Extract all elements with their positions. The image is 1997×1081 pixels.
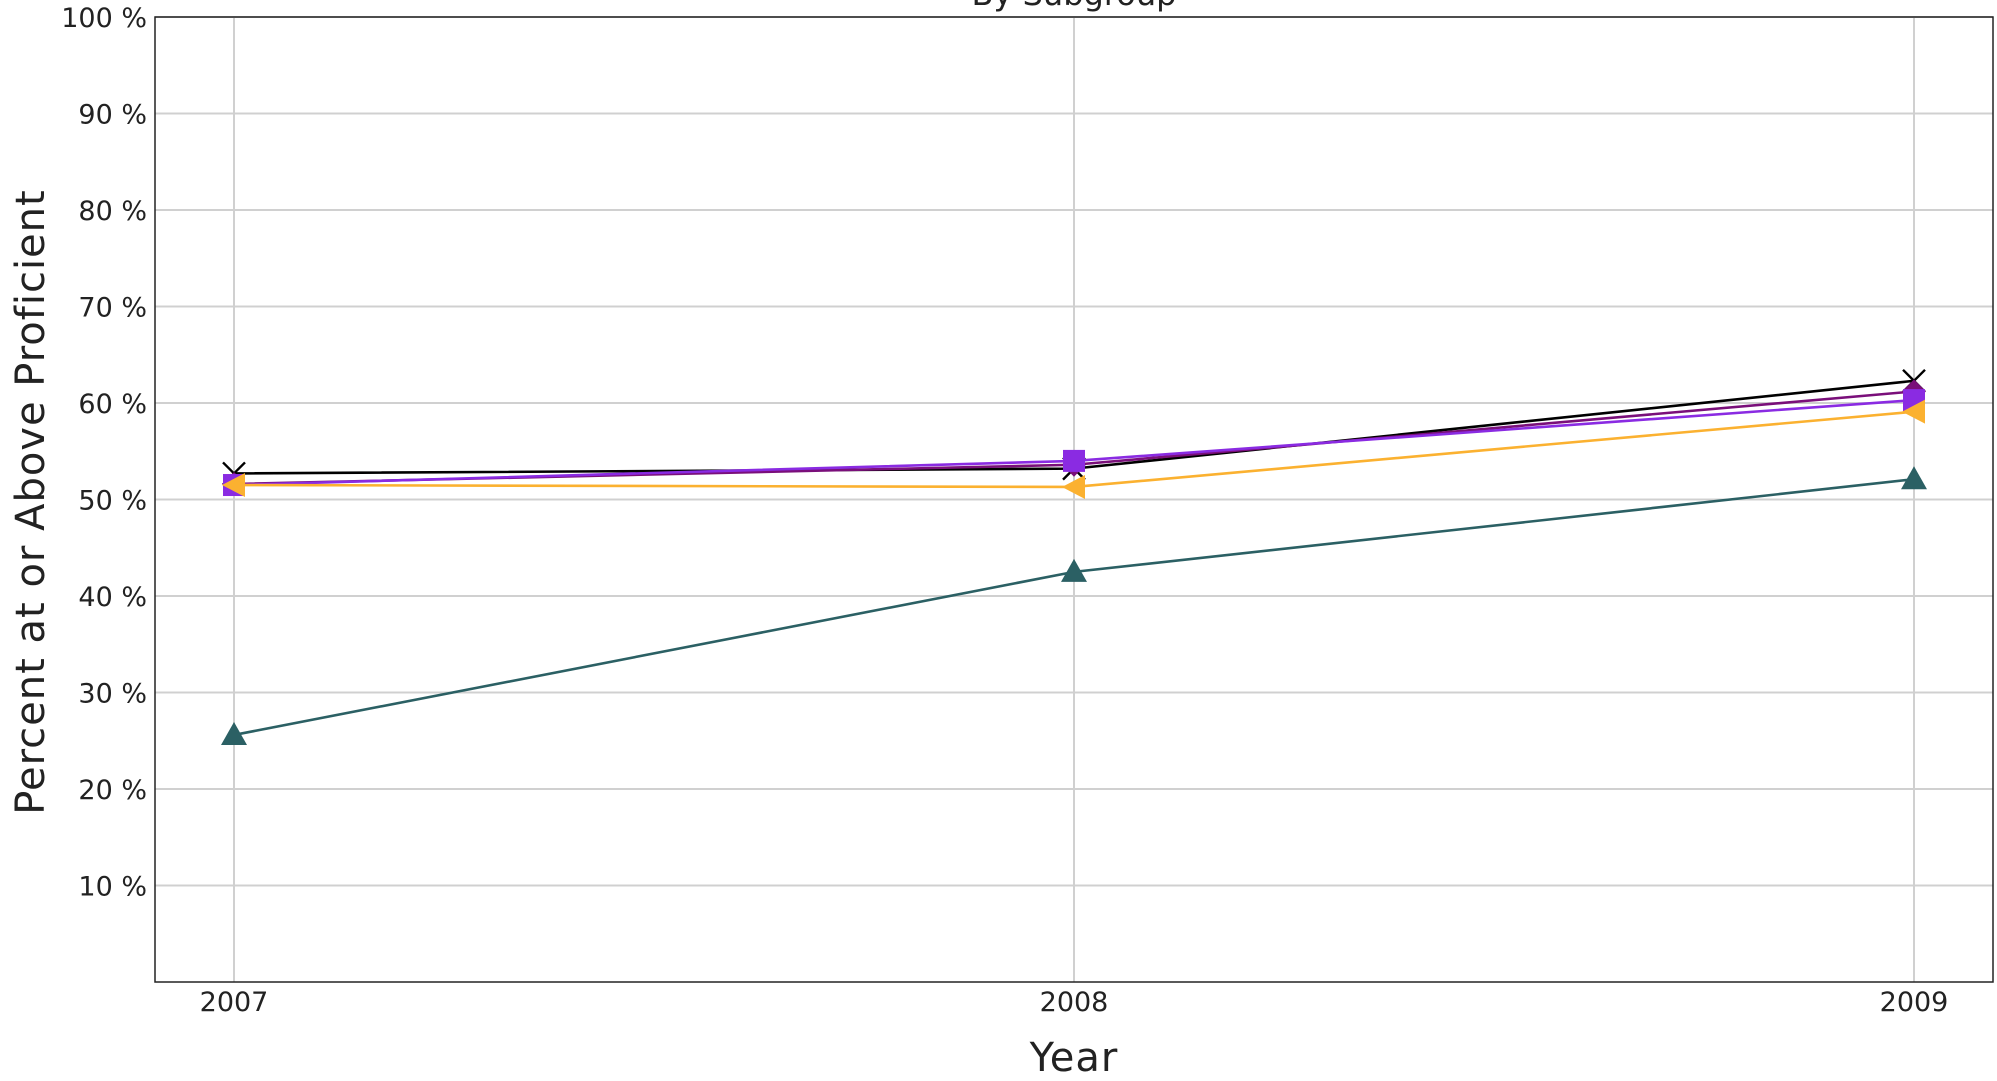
data-point [1063,449,1085,472]
y-tick-label: 30 % [78,679,147,710]
plot-area [154,16,1994,983]
x-axis-title: Year [1029,1035,1119,1081]
y-tick-label: 100 % [61,3,147,34]
chart-title: By Subgroup [972,0,1177,13]
series-5 [221,466,1927,745]
data-point [222,473,245,498]
y-tick-label: 60 % [78,389,147,420]
y-tick-label: 10 % [78,872,147,903]
data-point [1901,466,1927,490]
y-tick-label: 40 % [78,582,147,613]
y-axis-ticks: 10 % 20 % 30 % 40 % 50 % 60 % 70 % 80 % 90 % 100 … [61,3,147,903]
grid [155,16,1993,982]
y-tick-label: 80 % [78,196,147,227]
series-4 [222,399,1925,499]
series-3 [223,389,1925,497]
x-tick-label: 2008 [1040,987,1109,1018]
y-tick-label: 70 % [78,293,147,324]
data-point [1902,399,1925,424]
y-tick-label: 90 % [78,100,147,131]
y-axis-title: Percent at or Above Proficient [8,189,54,814]
data-point [1062,474,1085,499]
data-point [221,721,247,745]
series [221,368,1927,745]
data-point [1061,558,1087,582]
y-tick-label: 20 % [78,775,147,806]
x-tick-label: 2009 [1880,987,1949,1018]
y-tick-label: 50 % [78,486,147,517]
x-tick-label: 2007 [200,987,269,1018]
x-axis-ticks: 2007 2008 2009 [200,987,1949,1018]
